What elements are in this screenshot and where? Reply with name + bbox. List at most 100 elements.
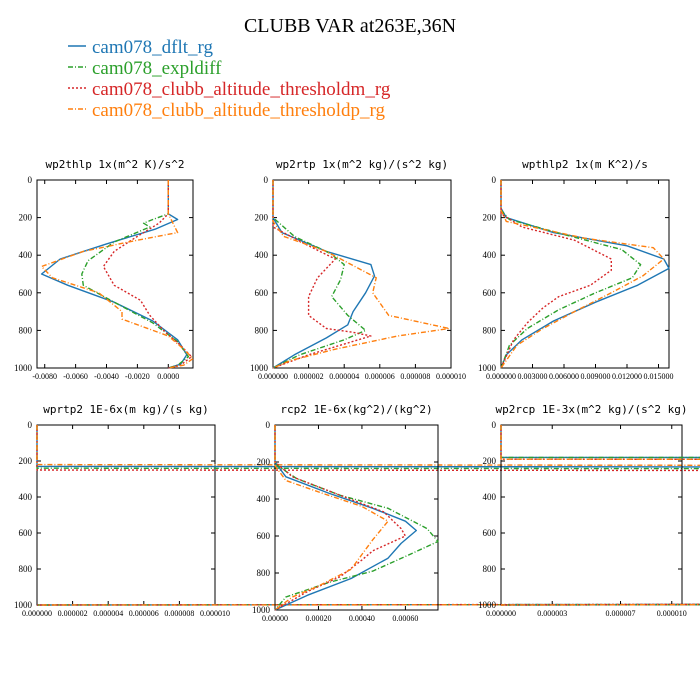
y-tick-label: 1000 [14, 600, 33, 610]
legend: cam078_dflt_rg cam078_expldiff cam078_cl… [68, 37, 391, 121]
y-tick-label: 200 [19, 213, 33, 223]
panel-title: rcp2 1E-6x(kg^2)/(kg^2) [280, 403, 432, 416]
y-tick-label: 600 [255, 288, 269, 298]
legend-item-thresholdm: cam078_clubb_altitude_thresholdm_rg [68, 79, 391, 100]
legend-label-thresholdm: cam078_clubb_altitude_thresholdm_rg [92, 79, 391, 100]
x-tick-label: 0.000010 [436, 372, 466, 381]
series-line-1 [272, 180, 376, 369]
legend-label-expldiff: cam078_expldiff [92, 58, 222, 79]
x-tick-label: 0.000004 [329, 372, 359, 381]
x-tick-label: -0.0020 [125, 372, 150, 381]
legend-item-expldiff: cam078_expldiff [68, 58, 222, 79]
x-tick-label: 0.00000 [262, 614, 288, 623]
y-tick-label: 600 [483, 528, 497, 538]
panel-title: wprtp2 1E-6x(m kg)/(s kg) [43, 403, 209, 416]
series-line-4 [40, 180, 194, 369]
y-tick-label: 400 [483, 250, 497, 260]
y-tick-label: 1000 [252, 605, 271, 615]
series-line-4 [272, 180, 450, 369]
y-tick-label: 800 [255, 325, 269, 335]
y-tick-label: 400 [255, 250, 269, 260]
y-tick-label: 800 [19, 564, 33, 574]
x-tick-label: 0.000008 [400, 372, 430, 381]
series-line-3 [274, 425, 407, 611]
plot-frame [500, 424, 683, 606]
x-tick-label: 0.00040 [349, 614, 375, 623]
panel-6: wp2rcp 1E-3x(m^2 kg)/(s^2 kg) 0 200 400 600 8… [478, 403, 700, 618]
series-line-2 [274, 425, 439, 611]
y-tick-label: 1000 [478, 600, 497, 610]
x-tick-label: 0.003000 [518, 372, 548, 381]
x-tick-label: 0.000003 [537, 609, 567, 618]
y-tick-label: 0 [492, 420, 497, 430]
plot-frame [36, 424, 216, 606]
y-tick-label: 200 [257, 457, 271, 467]
y-tick-label: 1000 [250, 363, 269, 373]
plot-frame [272, 179, 452, 369]
y-tick-label: 600 [257, 531, 271, 541]
x-tick-label: 0.000006 [129, 609, 159, 618]
y-tick-label: 400 [19, 250, 33, 260]
x-tick-label: 0.000000 [258, 372, 288, 381]
y-tick-label: 400 [483, 492, 497, 502]
y-tick-label: 200 [19, 456, 33, 466]
series-line-3 [36, 425, 700, 606]
series-line-1 [40, 180, 188, 369]
plot-frame [36, 179, 194, 369]
y-tick-label: 400 [19, 492, 33, 502]
series-line-2 [81, 180, 190, 369]
x-tick-label: 0.000006 [365, 372, 395, 381]
panel-title: wp2thlp 1x(m^2 K)/s^2 [45, 158, 184, 171]
x-tick-label: 0.012000 [612, 372, 642, 381]
plot-frame [500, 179, 670, 369]
legend-label-thresholdp: cam078_clubb_altitude_thresholdp_rg [92, 100, 386, 121]
x-tick-label: 0.000000 [486, 372, 516, 381]
series-line-1 [36, 425, 700, 606]
x-tick-label: 0.000008 [164, 609, 194, 618]
x-tick-label: 0.000002 [294, 372, 324, 381]
y-tick-label: 1000 [14, 363, 33, 373]
panel-3: wpthlp2 1x(m K^2)/s020040060080010000.00… [478, 158, 674, 381]
panel-5: rcp2 1E-6x(kg^2)/(kg^2) 0 200 400 600 800 1000… [252, 403, 439, 623]
x-tick-label: 0.000007 [606, 609, 636, 618]
x-tick-label: -0.0080 [32, 372, 57, 381]
y-tick-label: 800 [483, 564, 497, 574]
x-tick-label: 0.000004 [93, 609, 123, 618]
x-tick-label: 0.0000 [157, 372, 179, 381]
panel-title: wp2rtp 1x(m^2 kg)/(s^2 kg) [276, 158, 448, 171]
x-tick-label: -0.0040 [94, 372, 119, 381]
legend-item-thresholdp: cam078_clubb_altitude_thresholdp_rg [68, 100, 386, 121]
series-line-2 [272, 180, 367, 369]
series-line-1 [274, 425, 417, 611]
y-tick-label: 0 [266, 420, 271, 430]
y-tick-label: 600 [19, 288, 33, 298]
legend-label-dflt: cam078_dflt_rg [92, 37, 214, 58]
x-tick-label: 0.000000 [22, 609, 52, 618]
series-line-2 [36, 425, 700, 606]
panel-4: wprtp2 1E-6x(m kg)/(s kg) 0 200 400 600 800 10… [14, 403, 700, 618]
y-tick-label: 0 [28, 175, 33, 185]
y-tick-label: 200 [483, 213, 497, 223]
panels: wp2thlp 1x(m^2 K)/s^202004006008001000-0… [14, 158, 700, 623]
y-tick-label: 0 [28, 420, 33, 430]
x-tick-label: 0.000010 [200, 609, 230, 618]
plot-frame [274, 424, 439, 611]
panel-title: wp2rcp 1E-3x(m^2 kg)/(s^2 kg) [495, 403, 687, 416]
y-tick-label: 200 [255, 213, 269, 223]
x-tick-label: 0.000000 [486, 609, 516, 618]
x-tick-label: 0.006000 [549, 372, 579, 381]
series-line-4 [274, 425, 389, 611]
x-tick-label: 0.009000 [581, 372, 611, 381]
x-tick-label: 0.000002 [58, 609, 88, 618]
y-tick-label: 400 [257, 494, 271, 504]
series-line-4 [36, 425, 700, 606]
series-line-3 [500, 180, 612, 369]
y-tick-label: 800 [19, 325, 33, 335]
series-line-3 [500, 425, 700, 606]
y-tick-label: 200 [483, 456, 497, 466]
y-tick-label: 0 [492, 175, 497, 185]
y-tick-label: 0 [264, 175, 269, 185]
series-line-3 [272, 180, 372, 369]
x-tick-label: 0.00020 [305, 614, 331, 623]
